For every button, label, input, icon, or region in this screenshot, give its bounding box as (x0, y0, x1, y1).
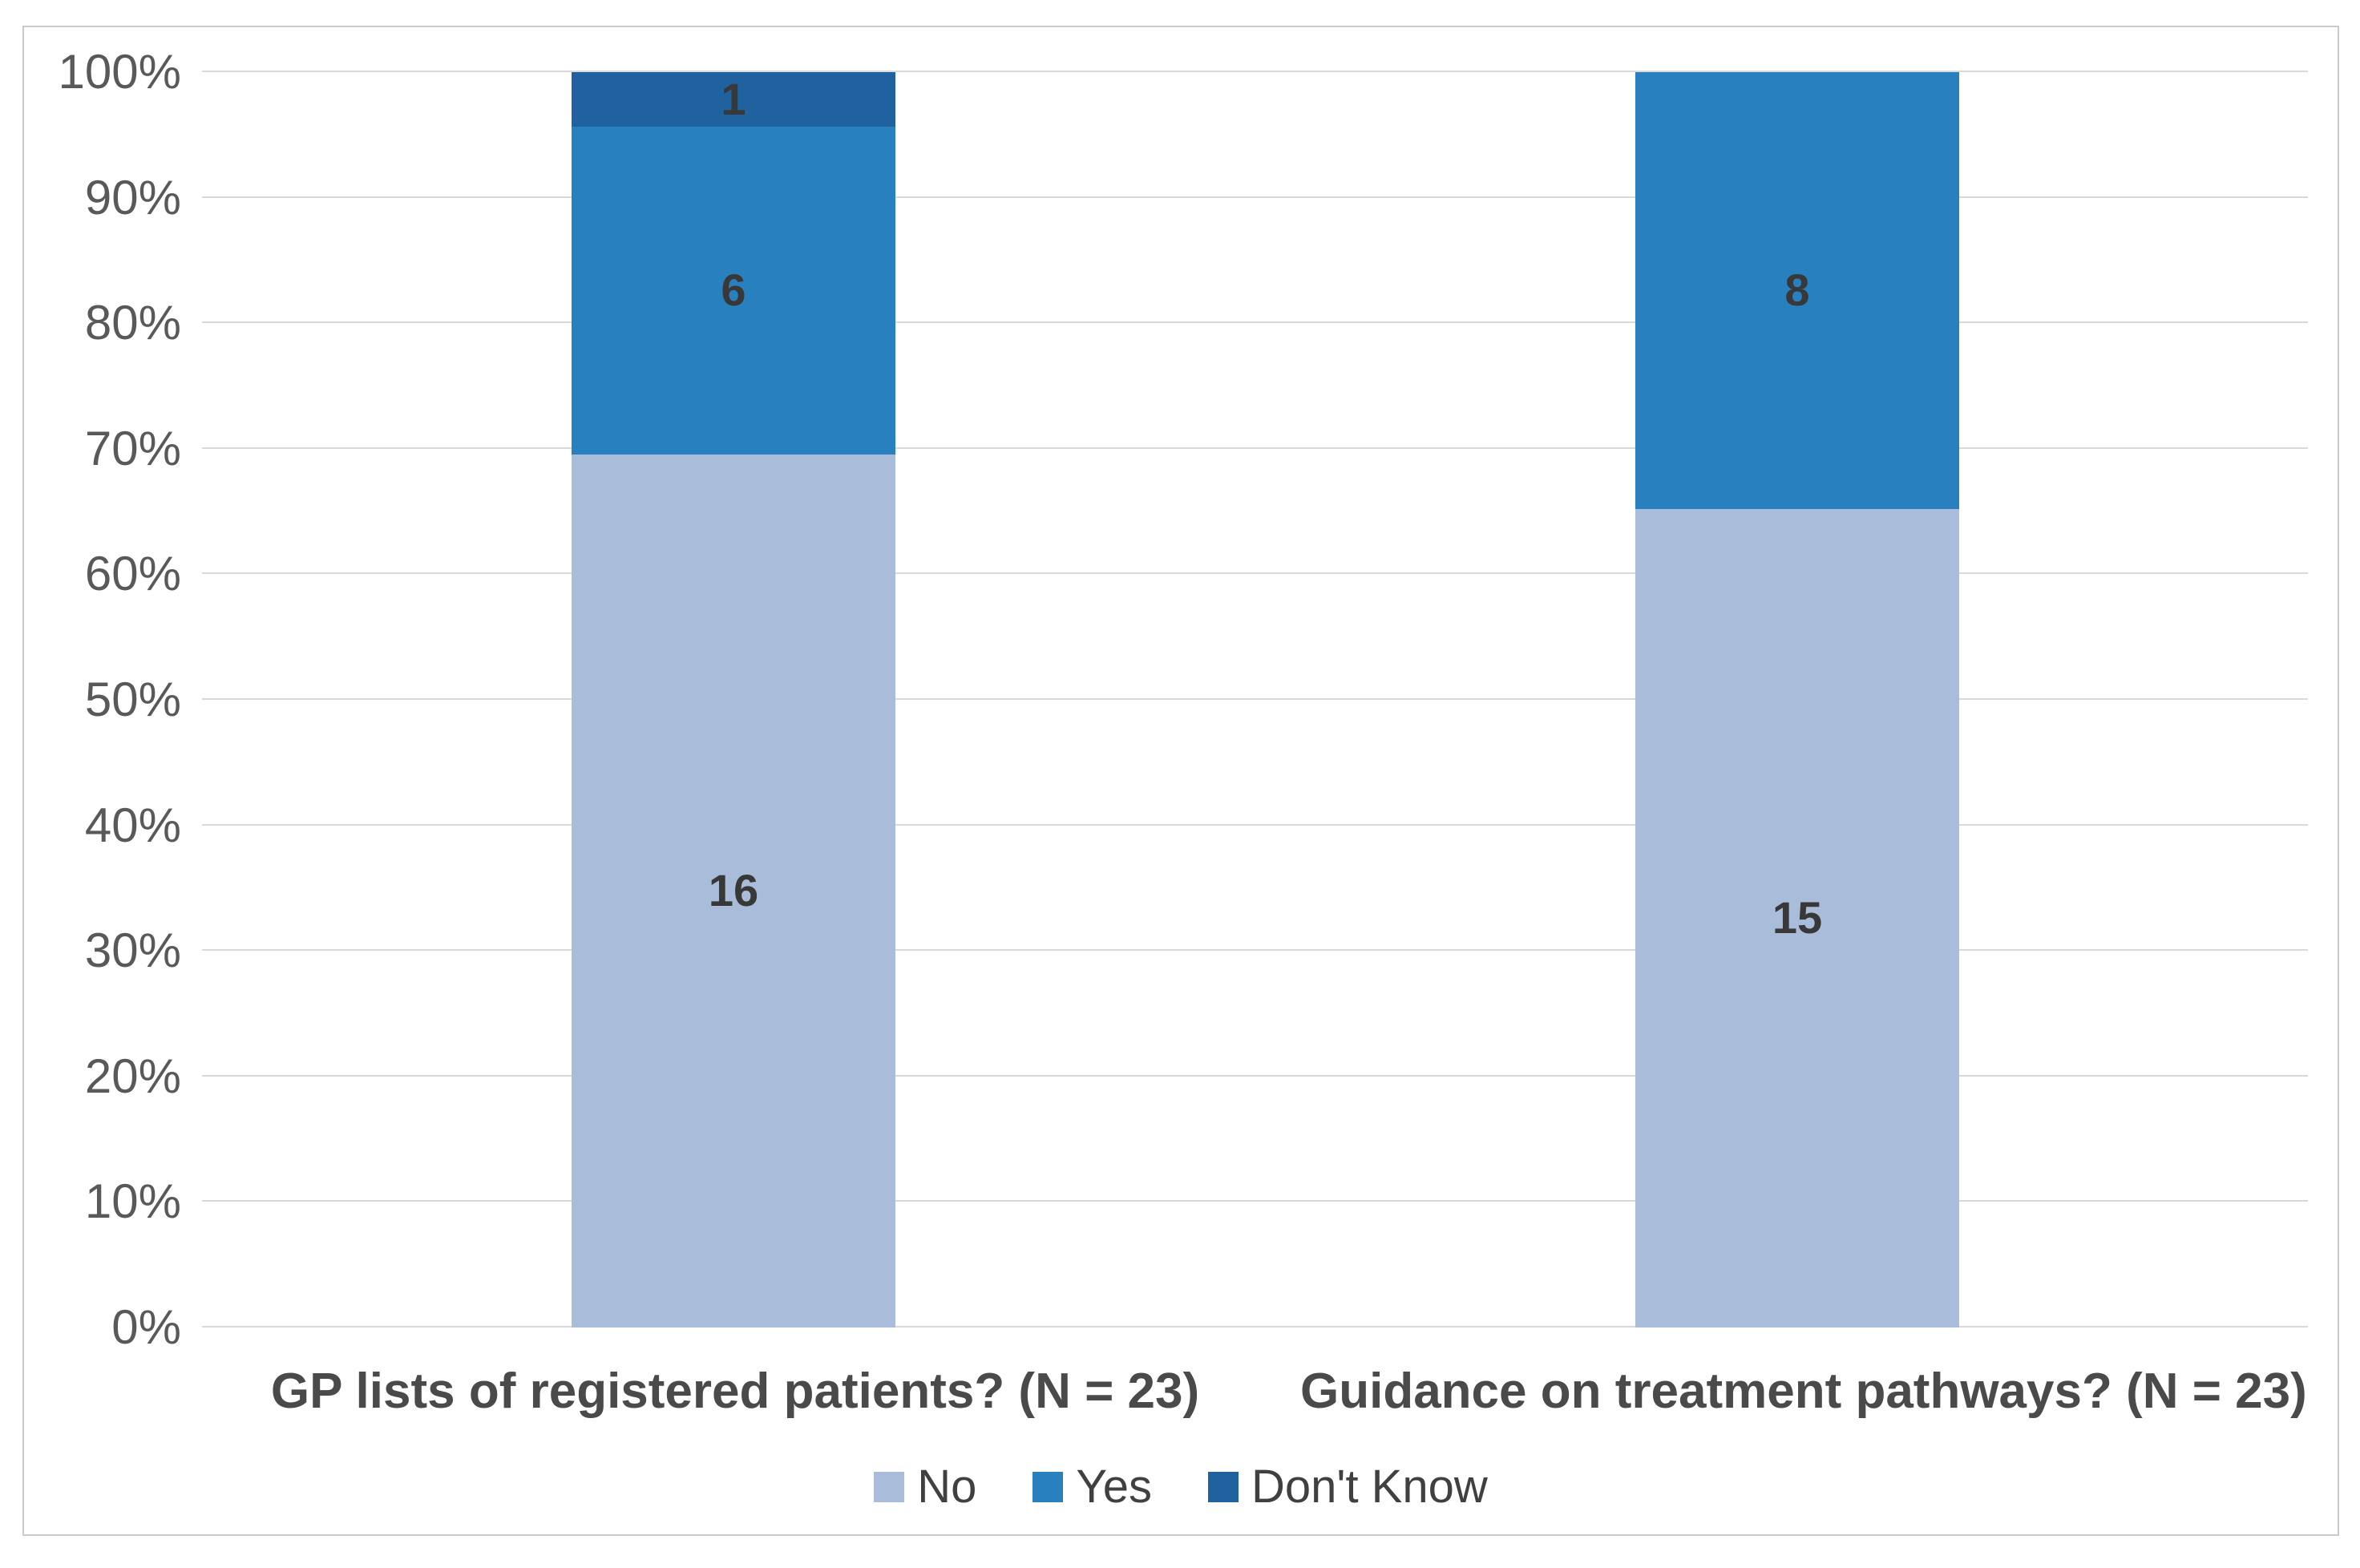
data-label: 15 (1772, 892, 1823, 944)
y-axis-tick-label: 30% (84, 923, 181, 978)
data-label: 6 (721, 265, 746, 316)
legend-label: Don't Know (1251, 1461, 1488, 1513)
bar-segment-don-t-know: 1 (572, 72, 895, 127)
y-axis-tick-label: 100% (58, 45, 181, 99)
plot-area: 1 6 16 8 15 (202, 71, 2308, 1328)
gridline (202, 1326, 2308, 1328)
gridline (202, 196, 2308, 198)
legend-swatch (1032, 1472, 1064, 1502)
legend-item-no: No (874, 1464, 976, 1510)
category-label: Guidance on treatment pathways? (N = 23) (1300, 1364, 2307, 1419)
y-axis-tick-label: 60% (84, 547, 181, 601)
gridline (202, 1074, 2308, 1077)
legend-swatch (1207, 1472, 1239, 1502)
data-label: 1 (721, 74, 746, 125)
stacked-bar: 8 15 (1635, 72, 1959, 1328)
legend-label: Yes (1076, 1461, 1152, 1513)
y-axis-tick-label: 70% (84, 421, 181, 475)
y-axis-tick-label: 10% (84, 1174, 181, 1229)
gridline (202, 321, 2308, 324)
bar-segment-no: 15 (1635, 508, 1959, 1328)
bar-segment-no: 16 (572, 454, 895, 1328)
legend-label: No (917, 1461, 977, 1513)
y-axis-tick-label: 80% (84, 296, 181, 350)
legend: No Yes Don't Know (24, 1464, 2338, 1510)
y-axis-tick-label: 40% (84, 798, 181, 852)
gridline (202, 447, 2308, 449)
gridline (202, 823, 2308, 826)
gridline (202, 1200, 2308, 1202)
bar-segment-yes: 6 (572, 127, 895, 455)
legend-swatch (874, 1472, 905, 1502)
legend-item-yes: Yes (1032, 1464, 1152, 1510)
gridline (202, 572, 2308, 575)
y-axis-tick-label: 0% (111, 1300, 181, 1354)
chart-frame: 0% 10% 20% 30% 40% 50% 60% 70% 80% 90% 100% 1 6 16 8 1… (22, 26, 2339, 1536)
data-label: 8 (1784, 265, 1810, 316)
stacked-bar: 1 6 16 (572, 72, 895, 1328)
legend-item-don-t-know: Don't Know (1207, 1461, 1488, 1513)
gridline (202, 71, 2308, 72)
y-axis-tick-label: 20% (84, 1049, 181, 1103)
gridline (202, 949, 2308, 952)
y-axis-tick-label: 90% (84, 170, 181, 224)
category-label: GP lists of registered patients? (N = 23… (270, 1364, 1200, 1419)
bar-segment-yes: 8 (1635, 72, 1959, 509)
data-label: 16 (708, 865, 759, 916)
y-axis-tick-label: 50% (84, 673, 181, 726)
gridline (202, 698, 2308, 700)
